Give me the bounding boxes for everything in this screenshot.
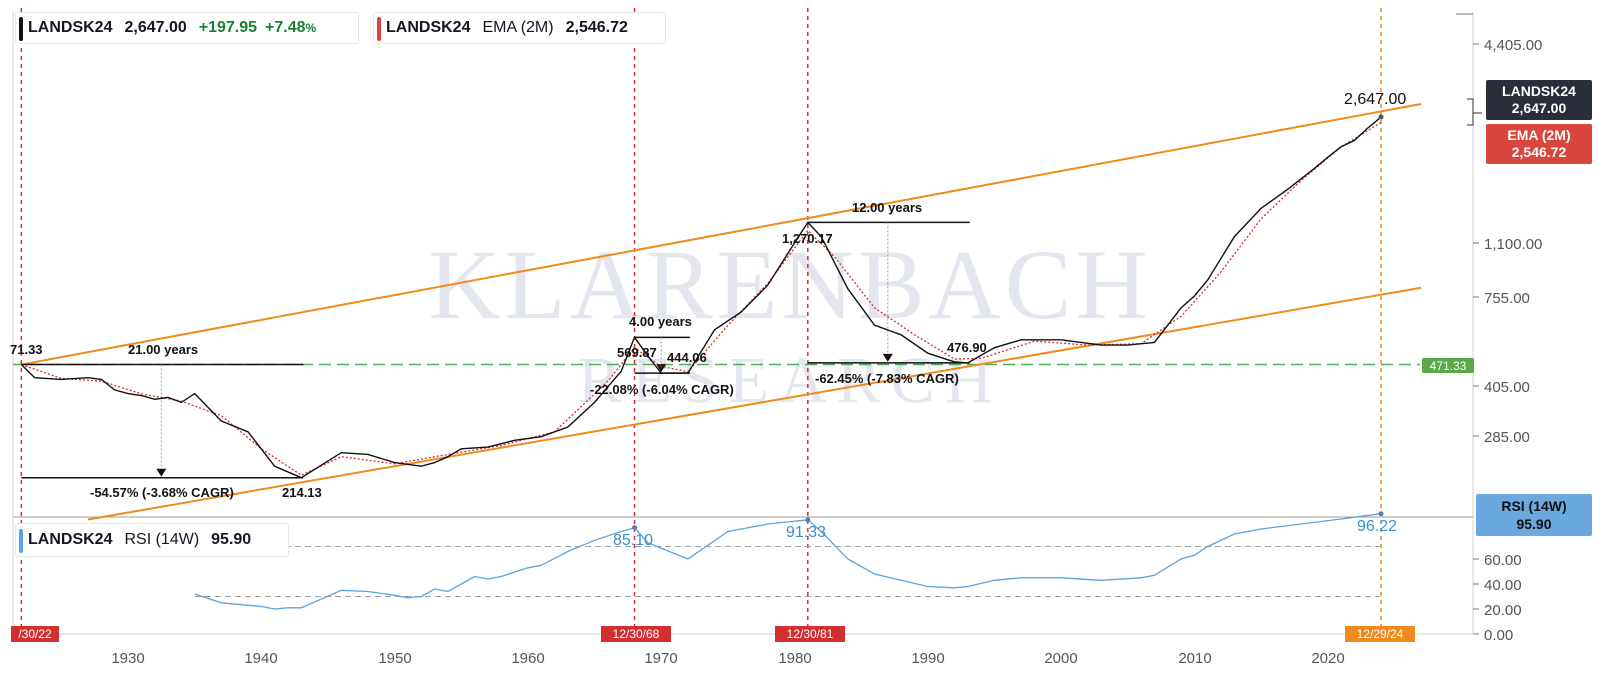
rsi-96-label: 96.22	[1357, 518, 1397, 535]
watermark-subtitle: RESEARCH	[578, 344, 1003, 417]
change-pct-sign: %	[305, 21, 317, 35]
x-tick-label: 1980	[778, 650, 811, 667]
rsi-pane	[194, 511, 1384, 610]
drop3-label: -62.45% (-7.83% CAGR)	[815, 371, 959, 386]
price-pane	[13, 102, 1422, 521]
x-tick-label: 1960	[511, 650, 544, 667]
rsi-legend-symbol: LANDSK24	[28, 531, 113, 548]
rsi-tick-label: 0.00	[1484, 627, 1513, 644]
rsi-axis-label	[1476, 494, 1592, 536]
rsi-peak-point	[632, 525, 638, 531]
measure-arrow-head	[156, 468, 167, 477]
y-tick-label: 405.00	[1484, 379, 1530, 396]
price-legend-change-pct: +7.48%	[265, 19, 316, 37]
rsi-line	[194, 513, 1382, 610]
rsi-axis-label-name: RSI (14W)	[1501, 498, 1566, 514]
x-marker-label-text: 12/30/81	[787, 627, 834, 641]
x-tick-label: 2010	[1178, 650, 1211, 667]
y-tick-label: 285.00	[1484, 429, 1530, 446]
rsi-tick-label: 20.00	[1484, 602, 1522, 619]
rsi-peak-point	[805, 517, 811, 523]
ema-legend-symbol: LANDSK24	[386, 19, 471, 36]
x-tick-label: 1940	[244, 650, 277, 667]
low3-label: 476.90	[947, 340, 987, 355]
span3-years-label: 12.00 years	[852, 200, 922, 215]
span1-years-label: 21.00 years	[128, 342, 198, 357]
x-marker-label	[601, 626, 671, 642]
last-price-label: 2,647.00	[1344, 91, 1406, 108]
price-legend-value: 2,647.00	[124, 19, 187, 36]
x-marker-label	[11, 626, 59, 642]
label-connector	[1467, 98, 1482, 126]
ema-legend-swatch	[377, 17, 381, 41]
y-tick-label: 755.00	[1484, 290, 1530, 307]
low2-label: 444.06	[667, 350, 707, 365]
rsi-tick-label: 40.00	[1484, 577, 1522, 594]
x-tick-label: 1950	[378, 650, 411, 667]
peak3-label: 1,270.17	[782, 231, 833, 246]
ema-legend-value: 2,546.72	[565, 19, 628, 36]
drop1-label: -54.57% (-3.68% CAGR)	[90, 485, 234, 500]
ema-legend-indicator: EMA (2M)	[482, 19, 554, 36]
rsi-legend-value: 95.90	[211, 531, 252, 548]
ema-axis-label-name: EMA (2M)	[1507, 127, 1570, 143]
rsi-levels	[195, 546, 1380, 597]
channel-upper-line	[21, 102, 1422, 366]
price-legend-swatch	[19, 17, 23, 41]
baseline-axis-label	[1422, 358, 1474, 373]
ema-axis-label	[1486, 124, 1592, 164]
price-axis-label-symbol: LANDSK24	[1502, 83, 1576, 99]
watermark-title: KLARENBACH	[428, 229, 1151, 340]
x-marker-label-text: /30/22	[18, 627, 52, 641]
rsi-legend-indicator: RSI (14W)	[124, 531, 200, 548]
rsi-91-label: 91.33	[786, 524, 826, 541]
x-tick-label: 1990	[911, 650, 944, 667]
rsi-legend-swatch	[19, 529, 23, 553]
last-price-point	[1378, 114, 1384, 120]
rsi-axis-label-value: 95.90	[1516, 516, 1551, 532]
x-marker-label-text: 12/29/24	[1357, 627, 1404, 641]
x-tick-label: 2020	[1311, 650, 1344, 667]
rsi-tick-label: 60.00	[1484, 552, 1522, 569]
y-tick-label: 4,405.00	[1484, 37, 1542, 54]
ema-legend[interactable]: LANDSK24 EMA (2M) 2,546.72	[373, 12, 666, 44]
price-line	[20, 116, 1382, 479]
x-tick-label: 1930	[111, 650, 144, 667]
low1-label: 214.13	[282, 485, 322, 500]
x-tick-label: 1970	[644, 650, 677, 667]
price-legend-change: +197.95	[198, 19, 258, 36]
price-axis-label	[1486, 80, 1592, 120]
measure-arrow-head	[882, 353, 893, 362]
price-legend-symbol: LANDSK24	[28, 19, 113, 36]
ema-line	[21, 122, 1382, 476]
change-pct-value: +7.48	[265, 19, 306, 36]
peak2-label: 569.87	[617, 345, 657, 360]
x-marker-label-text: 12/30/68	[613, 627, 660, 641]
channel-lower-line	[87, 286, 1422, 521]
y-tick-label: 1,100.00	[1484, 236, 1542, 253]
span2-years-label: 4.00 years	[629, 314, 692, 329]
x-tick-label: 2000	[1044, 650, 1077, 667]
rsi-85-label: 85.10	[613, 532, 653, 549]
x-marker-label	[1345, 626, 1415, 642]
rsi-peak-point	[1378, 511, 1384, 517]
baseline-axis-label-value: 471.33	[1430, 359, 1467, 373]
price-axis-label-value: 2,647.00	[1512, 100, 1567, 116]
rsi-legend[interactable]: LANDSK24 RSI (14W) 95.90	[15, 523, 289, 557]
ema-axis-label-value: 2,546.72	[1512, 144, 1567, 160]
price-legend[interactable]: LANDSK24 2,647.00 +197.95 +7.48%	[15, 12, 359, 44]
measure-arrow-head	[656, 364, 667, 373]
drop2-label: -22.08% (-6.04% CAGR)	[590, 382, 734, 397]
start-value-label: 71.33	[10, 342, 43, 357]
x-marker-label	[775, 626, 845, 642]
